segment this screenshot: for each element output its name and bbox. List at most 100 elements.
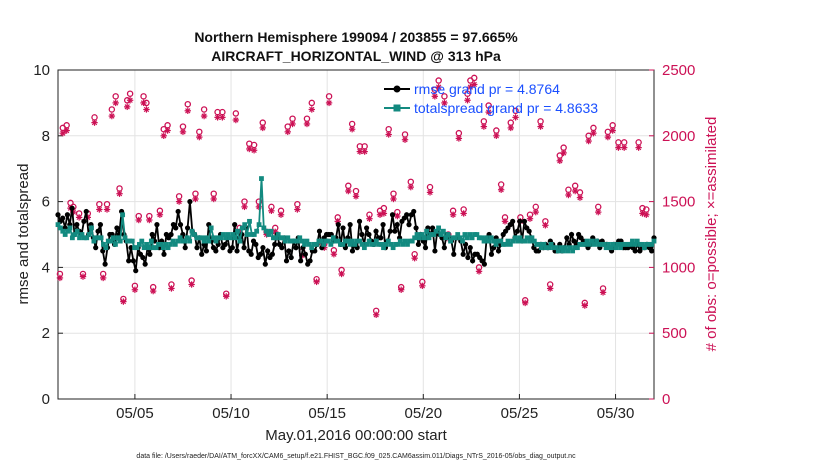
series-point: [168, 231, 174, 238]
series-point: [74, 228, 80, 234]
series-point: [441, 245, 447, 251]
series-point: [608, 245, 614, 251]
obs-assimilated-point: [419, 282, 426, 290]
series-point: [345, 238, 351, 244]
series-point: [432, 248, 438, 254]
asterisk-stroke: [353, 193, 359, 200]
obs-possible-point: [485, 102, 492, 109]
asterisk-stroke: [109, 113, 115, 119]
asterisk-stroke: [143, 106, 150, 113]
asterisk-stroke: [542, 222, 549, 228]
obs-assimilated-point: [635, 144, 642, 151]
series-point: [126, 258, 132, 264]
series-point: [328, 241, 334, 247]
y-right-tick-label: 1500: [662, 194, 695, 211]
obs-possible-point: [464, 90, 471, 97]
series-point: [182, 245, 188, 251]
obs-assimilated-point: [277, 211, 285, 218]
series-point: [486, 238, 492, 244]
series-point: [227, 235, 233, 241]
obs-assimilated-markers: [56, 81, 650, 318]
asterisk-stroke: [211, 196, 217, 202]
obs-assimilated-point: [356, 148, 364, 155]
series-point: [469, 235, 475, 241]
series-point: [194, 245, 200, 251]
asterisk-stroke: [467, 84, 474, 90]
series-point: [154, 222, 160, 228]
obs-assimilated-point: [294, 206, 301, 213]
series-point: [259, 176, 264, 181]
chart-title: Northern Hemisphere 199094 / 203855 = 97…: [194, 29, 518, 45]
y-right-tick-label: 2500: [662, 62, 695, 79]
series-point: [555, 248, 561, 254]
plot-area: [58, 70, 654, 399]
obs-assimilated-point: [188, 281, 195, 288]
asterisk-stroke: [116, 191, 123, 197]
obs-assimilated-point: [214, 114, 221, 121]
series-point: [495, 248, 502, 254]
y-tick-label: 0: [42, 391, 50, 408]
obs-assimilated-point: [426, 189, 434, 196]
asterisk-stroke: [605, 134, 611, 140]
series-point: [229, 245, 235, 251]
obs-assimilated-point: [160, 132, 167, 139]
asterisk-stroke: [192, 196, 199, 202]
series-point: [479, 235, 485, 241]
asterisk-stroke: [223, 293, 229, 300]
series-point: [161, 251, 167, 257]
series-point: [352, 241, 358, 247]
asterisk-stroke: [493, 133, 500, 139]
series-point: [394, 222, 400, 228]
series-point: [406, 222, 412, 228]
series-point: [72, 232, 78, 237]
asterisk-stroke: [557, 158, 563, 164]
obs-assimilated-point: [348, 126, 356, 133]
plot-frame: [57, 69, 655, 400]
asterisk-stroke: [57, 275, 63, 281]
series-point: [177, 235, 183, 241]
series-point: [359, 241, 365, 247]
asterisk-stroke: [100, 275, 106, 281]
series-point: [400, 241, 406, 247]
series-point: [512, 235, 518, 241]
series-point: [383, 241, 389, 247]
asterisk-stroke: [512, 114, 519, 121]
obs-assimilated-point: [210, 195, 217, 203]
obs-assimilated-point: [397, 286, 405, 293]
series-point: [591, 241, 597, 247]
asterisk-stroke: [331, 251, 337, 257]
series-point: [133, 268, 139, 274]
asterisk-stroke: [476, 268, 482, 275]
series-point: [279, 245, 285, 251]
series-point: [237, 238, 243, 244]
series-point: [539, 245, 544, 251]
series-point: [55, 212, 61, 218]
asterisk-stroke: [361, 148, 368, 155]
asterisk-stroke: [408, 184, 414, 190]
series-point: [175, 208, 181, 215]
obs-assimilated-point: [289, 120, 296, 128]
series-point: [220, 232, 226, 237]
x-tick-label: 05/20: [405, 405, 443, 422]
asterisk-stroke: [635, 144, 642, 151]
series-point: [93, 245, 99, 251]
obs-possible-point: [184, 100, 192, 108]
obs-assimilated-point: [604, 133, 612, 141]
obs-assimilated-point: [75, 214, 83, 221]
y-tick-label: 2: [42, 325, 50, 342]
series-point: [165, 245, 171, 251]
obs-assimilated-point: [168, 285, 175, 292]
series-point: [254, 228, 260, 234]
series-point: [630, 238, 635, 244]
series-point: [356, 218, 363, 224]
y-right-tick-label: 1000: [662, 259, 695, 276]
series-point: [517, 218, 523, 224]
series-point: [251, 232, 257, 237]
series-point: [470, 258, 476, 264]
x-tick-label: 05/05: [116, 405, 154, 422]
asterisk-stroke: [461, 210, 467, 217]
series-point: [282, 238, 288, 244]
obs-assimilated-point: [196, 133, 203, 141]
obs-assimilated-point: [284, 128, 291, 136]
